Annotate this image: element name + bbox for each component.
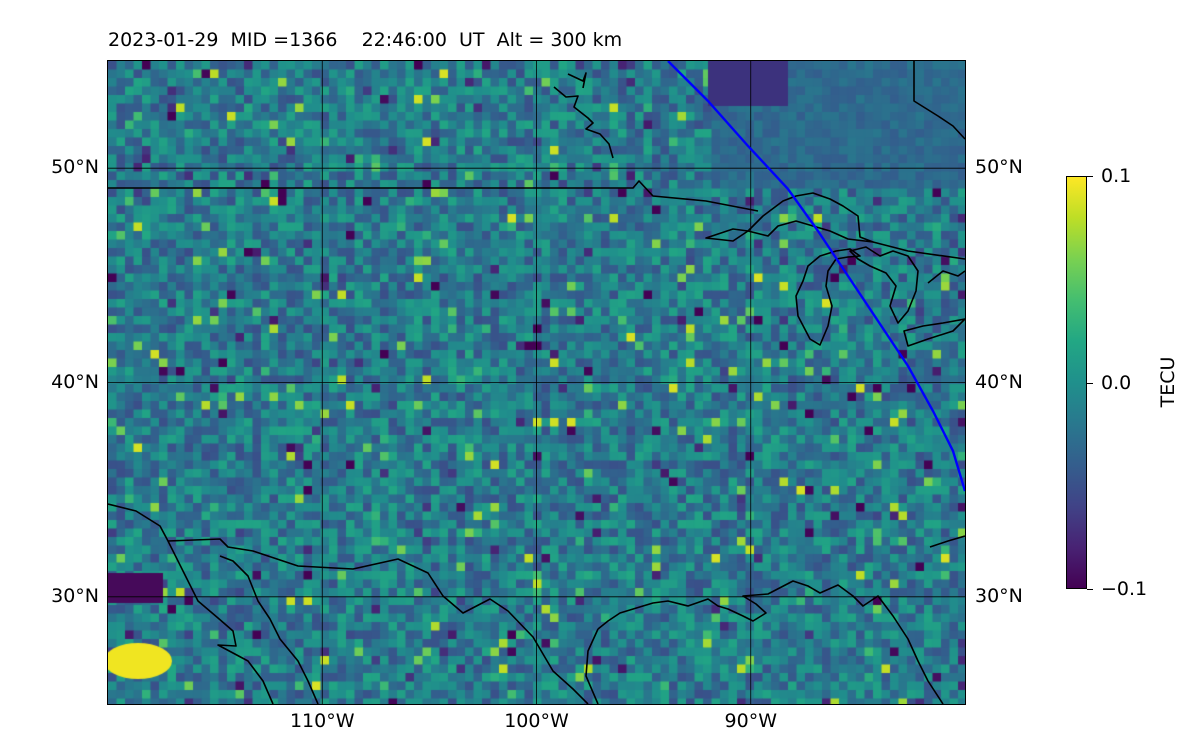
tec-map-panel[interactable] (108, 61, 965, 704)
us-mexico-border (167, 538, 589, 704)
colorbar-tick-label: 0.1 (1101, 165, 1132, 187)
colorbar-tickmark (1087, 382, 1093, 384)
gridlines (108, 61, 965, 704)
lake-michigan (795, 248, 861, 346)
solar-terminator-line (667, 61, 965, 492)
lake-erie (903, 318, 965, 347)
colorbar-label: TECU (1157, 356, 1179, 408)
map-title: 2023-01-29 MID =1366 22:46:00 UT Alt = 3… (108, 29, 623, 51)
lat-label-left: 30°N (51, 584, 99, 607)
florida-coast (929, 535, 965, 548)
coastlines-and-borders (108, 61, 965, 704)
lon-label: 90°W (724, 710, 777, 732)
lake-superior (705, 192, 874, 243)
lon-label: 110°W (289, 710, 355, 732)
lat-label-right: 50°N (975, 156, 1023, 179)
rio-grande (108, 503, 274, 704)
gulf-coast (597, 580, 944, 704)
lon-label: 100°W (504, 710, 569, 732)
quebec-coast (913, 61, 965, 140)
lat-label-right: 30°N (975, 584, 1023, 607)
colorbar-tick-label: 0.0 (1101, 371, 1132, 394)
colorbar-tickmark (1087, 176, 1093, 178)
map-overlay (108, 61, 965, 704)
colorbar (1066, 176, 1087, 589)
gulf-of-california (219, 555, 319, 704)
colorbar-tickmark (1087, 589, 1093, 591)
hudson-coast-top (567, 72, 587, 89)
lat-label-left: 40°N (51, 370, 99, 393)
james-bay-coast (553, 86, 614, 159)
lake-ontario (927, 270, 965, 284)
colorbar-tick-label: −0.1 (1101, 578, 1148, 600)
mexico-gulf-coast (585, 628, 599, 704)
lat-label-left: 50°N (51, 156, 99, 179)
lake-huron (849, 246, 919, 324)
us-canada-border (108, 180, 759, 212)
great-lakes-east (872, 241, 965, 260)
lat-label-right: 40°N (975, 370, 1023, 393)
